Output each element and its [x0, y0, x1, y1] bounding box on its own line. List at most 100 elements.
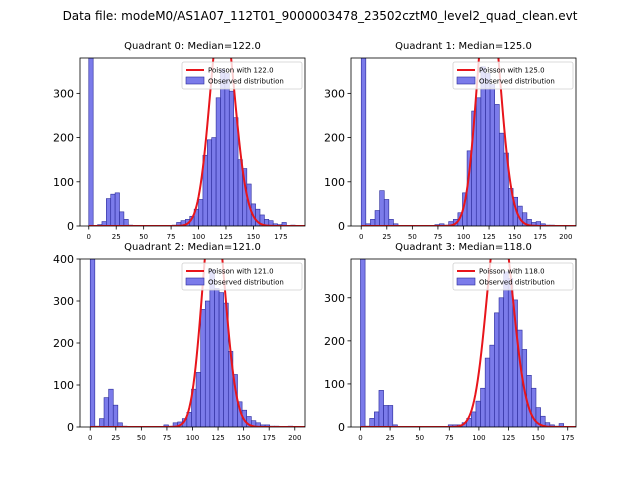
y-tick-label: 100: [53, 379, 74, 392]
histogram-bar: [99, 418, 105, 427]
legend-poisson-label: Poisson with 125.0: [479, 67, 545, 75]
x-tick-label: 0: [88, 434, 92, 442]
legend-poisson-label: Poisson with 121.0: [208, 268, 274, 276]
histogram-bar: [374, 411, 380, 427]
legend-poisson-label: Poisson with 122.0: [208, 67, 274, 75]
y-tick-label: 100: [324, 176, 345, 189]
x-tick-label: 25: [112, 233, 121, 241]
x-tick-label: 175: [561, 434, 574, 442]
histogram-bar: [215, 97, 221, 226]
legend-bar-swatch: [185, 76, 205, 85]
x-tick-label: 0: [359, 233, 363, 241]
x-tick-label: 100: [472, 434, 485, 442]
y-tick-label: 200: [324, 335, 345, 348]
histogram-bar: [378, 390, 384, 427]
histogram-bar: [485, 73, 491, 226]
histogram-bar: [475, 97, 482, 226]
y-tick-label: 200: [324, 132, 345, 145]
y-tick-label: 200: [53, 337, 74, 350]
x-tick-label: 125: [502, 434, 515, 442]
y-tick-label: 200: [53, 132, 74, 145]
legend-box: [452, 61, 574, 90]
histogram-bar: [114, 192, 120, 226]
histogram-bar: [220, 68, 226, 226]
legend-bar-swatch: [456, 76, 476, 85]
histogram-bar: [494, 312, 500, 427]
histogram-bar: [383, 405, 389, 427]
histogram-bar: [489, 344, 495, 427]
histogram-bar: [207, 139, 213, 226]
histogram-bar: [200, 309, 206, 427]
panel-title: Quadrant 1: Median=125.0: [395, 41, 532, 52]
histogram-bar: [268, 220, 274, 226]
quadrant-1-panel: Quadrant 1: Median=125.0 0 100 200 300 0 25 50 7…: [324, 41, 577, 241]
x-tick-label: 175: [263, 434, 276, 442]
poisson-curve: [360, 259, 576, 427]
histogram-bar: [498, 297, 504, 427]
y-tick-label: 300: [53, 295, 74, 308]
x-tick-label: 100: [457, 233, 470, 241]
histogram-bar: [360, 259, 366, 427]
histogram-bar: [209, 269, 215, 427]
legend: Poisson with 125.0 Observed distribution: [452, 61, 574, 90]
x-tick-label: 25: [386, 434, 395, 442]
x-tick-label: 25: [382, 233, 391, 241]
legend-poisson-label: Poisson with 118.0: [479, 268, 545, 276]
axes-frame: [350, 258, 577, 428]
legend-observed-label: Observed distribution: [479, 279, 555, 287]
x-tick-label: 75: [167, 233, 176, 241]
x-tick-label: 175: [534, 233, 547, 241]
histogram-bar: [360, 58, 367, 226]
histogram-bar: [387, 405, 394, 427]
legend-box: [181, 61, 303, 90]
histogram-bar: [540, 415, 546, 427]
legend-bar-swatch: [456, 277, 476, 286]
x-tick-label: 75: [433, 233, 442, 241]
y-tick-label: 0: [67, 421, 74, 434]
panel-title: Quadrant 0: Median=122.0: [124, 41, 261, 52]
histogram-bar: [480, 66, 486, 226]
x-tick-label: 125: [219, 233, 232, 241]
histogram-bar: [195, 372, 201, 427]
legend: Poisson with 118.0 Observed distribution: [452, 262, 574, 291]
histogram-bar: [484, 357, 491, 427]
x-tick-label: 100: [186, 434, 199, 442]
histogram-bar: [218, 292, 224, 427]
quadrant-0-panel: Quadrant 0: Median=122.0 0 100 200 300 0 25 50 7…: [53, 41, 306, 241]
histogram-bar: [480, 387, 486, 427]
x-tick-label: 125: [482, 233, 495, 241]
quadrant-3-panel: Quadrant 3: Median=118.0 0 100 200 300 0 25 50 7…: [324, 242, 577, 442]
histogram-bar: [211, 137, 217, 226]
x-tick-label: 125: [211, 434, 224, 442]
histogram-bar: [110, 193, 116, 226]
x-tick-label: 175: [274, 233, 287, 241]
histogram-bar: [489, 84, 495, 226]
x-tick-label: 100: [192, 233, 205, 241]
histogram-bar: [392, 424, 398, 427]
histogram-bars: [360, 259, 564, 427]
histogram-bar: [379, 190, 385, 226]
histogram-bar: [228, 90, 234, 226]
x-tick-label: 150: [247, 233, 260, 241]
x-tick-label: 150: [237, 434, 250, 442]
panel-title: Quadrant 2: Median=121.0: [124, 242, 261, 253]
legend-bar-swatch: [185, 277, 205, 286]
y-tick-label: 300: [53, 87, 74, 100]
panel-title: Quadrant 3: Median=118.0: [395, 242, 532, 253]
legend-observed-label: Observed distribution: [208, 279, 284, 287]
legend-box: [181, 262, 303, 291]
histogram-bar: [494, 104, 500, 226]
x-tick-label: 150: [508, 233, 521, 241]
histogram-bar: [103, 397, 109, 427]
histogram-bar: [281, 222, 287, 226]
legend-box: [452, 262, 574, 291]
histogram-bar: [503, 271, 509, 427]
legend-observed-label: Observed distribution: [208, 78, 284, 86]
poisson-curve: [90, 259, 305, 427]
histogram-bar: [88, 58, 94, 226]
y-tick-label: 0: [338, 220, 345, 233]
legend: Poisson with 122.0 Observed distribution: [181, 61, 303, 90]
histogram-bar: [119, 211, 125, 226]
x-tick-label: 75: [162, 434, 171, 442]
